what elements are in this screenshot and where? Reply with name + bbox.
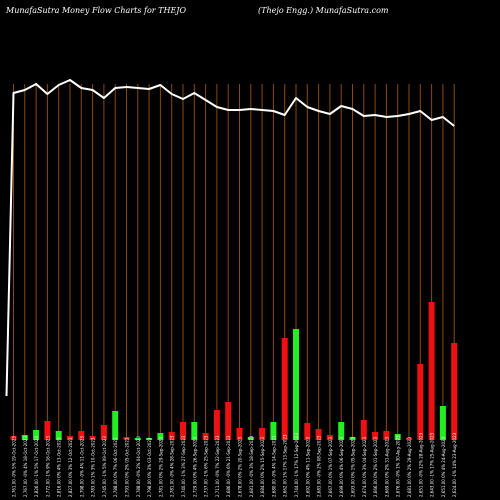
x-axis-tick-labels: 2,761.00 -0% 5% 19-Oct-2023 2,767.00 -0% … bbox=[12, 432, 458, 497]
money-flow-bar bbox=[349, 437, 356, 440]
x-tick-label: 2,674.00 0% 3% 04-Sep-2023 bbox=[362, 437, 367, 497]
x-tick-label: 2,651.00 -0% 12% 28-Aug-2023 bbox=[418, 432, 423, 497]
money-flow-bar bbox=[67, 436, 73, 440]
money-flow-bar bbox=[451, 343, 458, 440]
chart-title-left: MunafaSutra Money Flow Charts for THEJO bbox=[6, 6, 187, 15]
money-flow-bar bbox=[100, 425, 107, 440]
x-tick-label: 2,781.00 -0% 4% 28-Sep-2023 bbox=[170, 435, 175, 497]
x-tick-label: 2,744.00 -1% 17% 12-Sep-2023 bbox=[294, 433, 299, 497]
money-flow-bar bbox=[134, 438, 141, 440]
x-tick-label: 2,827.00 0% 3% 12-Oct-2023 bbox=[68, 437, 73, 497]
money-flow-bar bbox=[202, 433, 209, 440]
money-flow-bar bbox=[270, 422, 277, 440]
x-tick-label: 2,788.00 -0% 2% 04-Oct-2023 bbox=[136, 436, 141, 497]
money-flow-bar bbox=[44, 421, 51, 440]
money-flow-bar bbox=[191, 422, 198, 440]
x-tick-label: 2,681.00 0% 2% 29-Aug-2023 bbox=[407, 436, 412, 497]
chart-title-right: (Thejo Engg.) MunafaSutra.com bbox=[258, 6, 389, 15]
x-tick-label: 2,740.00 -1% 3% 27-Sep-2023 bbox=[181, 435, 186, 497]
money-flow-bar bbox=[326, 435, 333, 440]
money-flow-bar bbox=[112, 411, 119, 440]
money-flow-bars bbox=[10, 302, 458, 440]
money-flow-bar bbox=[338, 422, 345, 440]
money-flow-bar bbox=[428, 302, 435, 440]
money-flow-bar bbox=[10, 436, 17, 440]
x-tick-label: 2,692.00 0% 4% 11-Sep-2023 bbox=[305, 437, 310, 497]
money-flow-bar bbox=[406, 438, 412, 440]
x-tick-label: 2,767.00 -0% 4% 18-Oct-2023 bbox=[23, 436, 28, 497]
price-line bbox=[5, 79, 455, 397]
x-tick-label: 2,686.00 -0% 6% 21-Sep-2023 bbox=[226, 435, 231, 497]
x-tick-label: 2,666.00 0% 2% 01-Sep-2023 bbox=[373, 437, 378, 497]
x-tick-label: 2,678.00 0% 2% 20-Sep-2023 bbox=[238, 437, 243, 497]
x-tick-label: 2,816.00 0% 4% 13-Oct-2023 bbox=[57, 437, 62, 497]
x-tick-label: 2,729.00 0% 4% 26-Sep-2023 bbox=[192, 437, 197, 497]
x-tick-label: 2,761.00 -0% 5% 19-Oct-2023 bbox=[12, 436, 17, 497]
x-tick-label: 2,684.00 0% 2% 15-Sep-2023 bbox=[260, 437, 265, 497]
money-flow-bar bbox=[236, 428, 243, 440]
money-flow-bar bbox=[259, 428, 266, 440]
money-flow-bar bbox=[293, 329, 299, 440]
money-flow-bar bbox=[304, 423, 311, 440]
money-flow-bar bbox=[33, 430, 40, 440]
money-flow-bar bbox=[55, 431, 62, 440]
x-tick-label: 2,667.00 0% 1% 07-Sep-2023 bbox=[328, 437, 333, 497]
money-flow-bar bbox=[247, 437, 254, 440]
x-tick-label: 2,798.00 0% 3% 03-Oct-2023 bbox=[147, 437, 152, 497]
x-tick-label: 2,781.00 0% 2% 29-Sep-2023 bbox=[158, 437, 163, 497]
x-tick-label: 2,681.00 -0% 3% 18-Sep-2023 bbox=[249, 435, 254, 497]
x-tick-label: 2,772.00 -1% 9% 16-Oct-2023 bbox=[45, 436, 50, 497]
x-tick-label: 2,693.00 0% 1% 05-Sep-2023 bbox=[351, 437, 356, 497]
x-tick-label: 2,783.00 1% 3% 10-Oct-2023 bbox=[91, 437, 96, 497]
x-tick-label: 2,683.00 -0% 2% 08-Sep-2023 bbox=[317, 435, 322, 497]
x-tick-label: 2,826.00 -1% 5% 17-Oct-2023 bbox=[34, 436, 39, 497]
x-tick-label: 2,745.00 -1% 5% 09-Oct-2023 bbox=[102, 436, 107, 497]
money-flow-bar bbox=[78, 431, 85, 440]
x-tick-label: 2,793.00 0% 2% 05-Oct-2023 bbox=[125, 437, 130, 497]
x-tick-label: 2,737.00 -1% 6% 25-Sep-2023 bbox=[204, 435, 209, 497]
x-tick-label: 2,624.00 -1% 14% 23-Aug-2023 bbox=[452, 432, 457, 497]
x-tick-label: 2,788.00 0% 7% 06-Oct-2023 bbox=[113, 437, 118, 497]
money-flow-bar bbox=[180, 422, 186, 440]
money-flow-bar bbox=[281, 338, 288, 440]
money-flow-bar bbox=[315, 429, 322, 440]
x-tick-label: 2,643.00 -1% 17% 25-Aug-2023 bbox=[430, 432, 435, 497]
x-tick-label: 2,711.00 -0% 7% 22-Sep-2023 bbox=[215, 435, 220, 497]
money-flow-bar bbox=[213, 410, 220, 440]
money-flow-bar bbox=[89, 436, 96, 440]
money-flow-bar bbox=[157, 433, 164, 440]
price-line-layer bbox=[5, 79, 455, 397]
x-tick-label: 2,680.00 -0% 4% 14-Sep-2023 bbox=[271, 435, 276, 497]
money-flow-bar bbox=[21, 435, 28, 440]
money-flow-bar bbox=[372, 432, 379, 440]
x-tick-label: 2,669.00 0% 2% 31-Aug-2023 bbox=[384, 436, 389, 497]
money-flow-bar bbox=[225, 402, 232, 440]
x-tick-label: 2,798.00 -0% 4% 11-Oct-2023 bbox=[79, 436, 84, 497]
money-flow-bar bbox=[383, 431, 390, 440]
money-flow-bar bbox=[168, 432, 175, 440]
money-flow-bar bbox=[146, 438, 153, 440]
money-flow-bar bbox=[360, 420, 367, 440]
money-flow-bar bbox=[394, 434, 401, 440]
x-tick-label: 2,676.00 -0% 1% 30-Aug-2023 bbox=[396, 435, 401, 497]
money-flow-bar bbox=[417, 364, 424, 440]
money-flow-bar bbox=[439, 406, 446, 440]
x-tick-label: 2,651.00 0% 4% 24-Aug-2023 bbox=[441, 436, 446, 497]
x-tick-label: 2,662.00 1% 17% 13-Sep-2023 bbox=[283, 434, 288, 497]
money-flow-bar bbox=[123, 437, 130, 440]
x-tick-label: 2,699.00 0% 4% 06-Sep-2023 bbox=[339, 437, 344, 497]
